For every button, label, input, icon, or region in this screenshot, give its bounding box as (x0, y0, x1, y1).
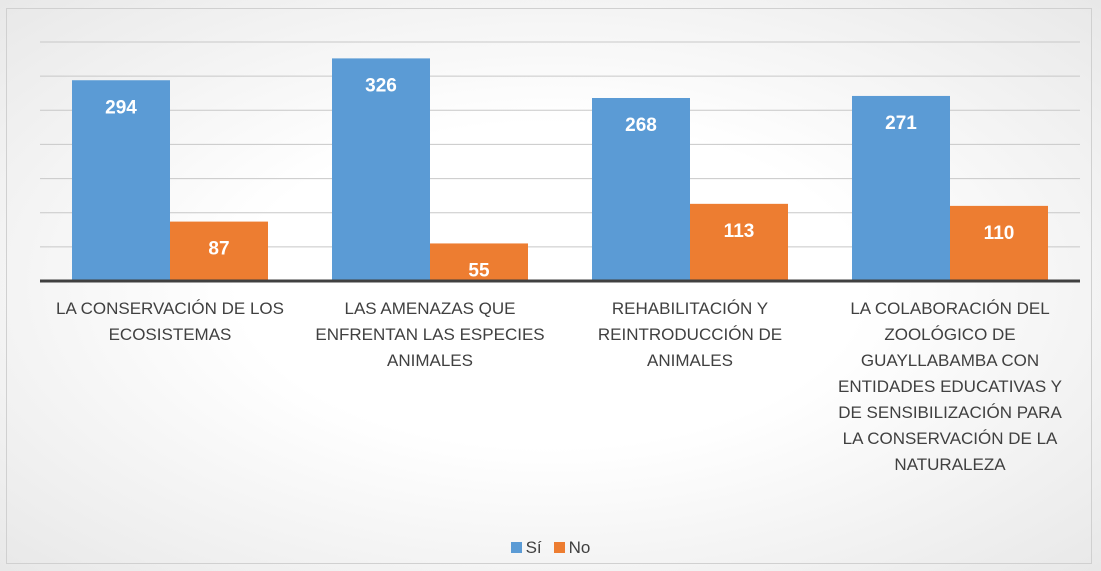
x-tick-label: LAS AMENAZAS QUE ENFRENTAN LAS ESPECIES … (315, 299, 545, 370)
bar (950, 205, 1048, 281)
x-tick-label: LA CONSERVACIÓN DE LOS ECOSISTEMAS (56, 299, 284, 344)
data-label: 55 (468, 260, 490, 281)
bar (852, 95, 950, 282)
data-label: 113 (724, 221, 755, 242)
data-label: 294 (105, 97, 137, 118)
legend-swatch (553, 542, 565, 553)
data-label: 271 (885, 113, 917, 134)
legend-item: No (553, 538, 591, 558)
bar (430, 243, 528, 281)
legend-item: Sí (510, 538, 542, 558)
data-label: 87 (208, 239, 229, 260)
x-tick-label: LA COLABORACIÓN DEL ZOOLÓGICO DE GUAYLLA… (838, 299, 1062, 474)
bar (72, 80, 170, 282)
bar (690, 203, 788, 281)
bar (332, 58, 430, 281)
data-label: 326 (365, 75, 397, 96)
legend-label: No (568, 538, 591, 557)
x-tick-label: REHABILITACIÓN Y REINTRODUCCIÓN DE ANIMA… (597, 299, 783, 370)
legend-label: Sí (525, 538, 542, 557)
bar (592, 97, 690, 281)
chart-border (6, 8, 1092, 564)
data-label: 110 (984, 223, 1015, 244)
legend-swatch (510, 542, 522, 553)
data-label: 268 (625, 115, 657, 136)
bar (170, 221, 268, 281)
legend: Sí No (0, 538, 1101, 558)
